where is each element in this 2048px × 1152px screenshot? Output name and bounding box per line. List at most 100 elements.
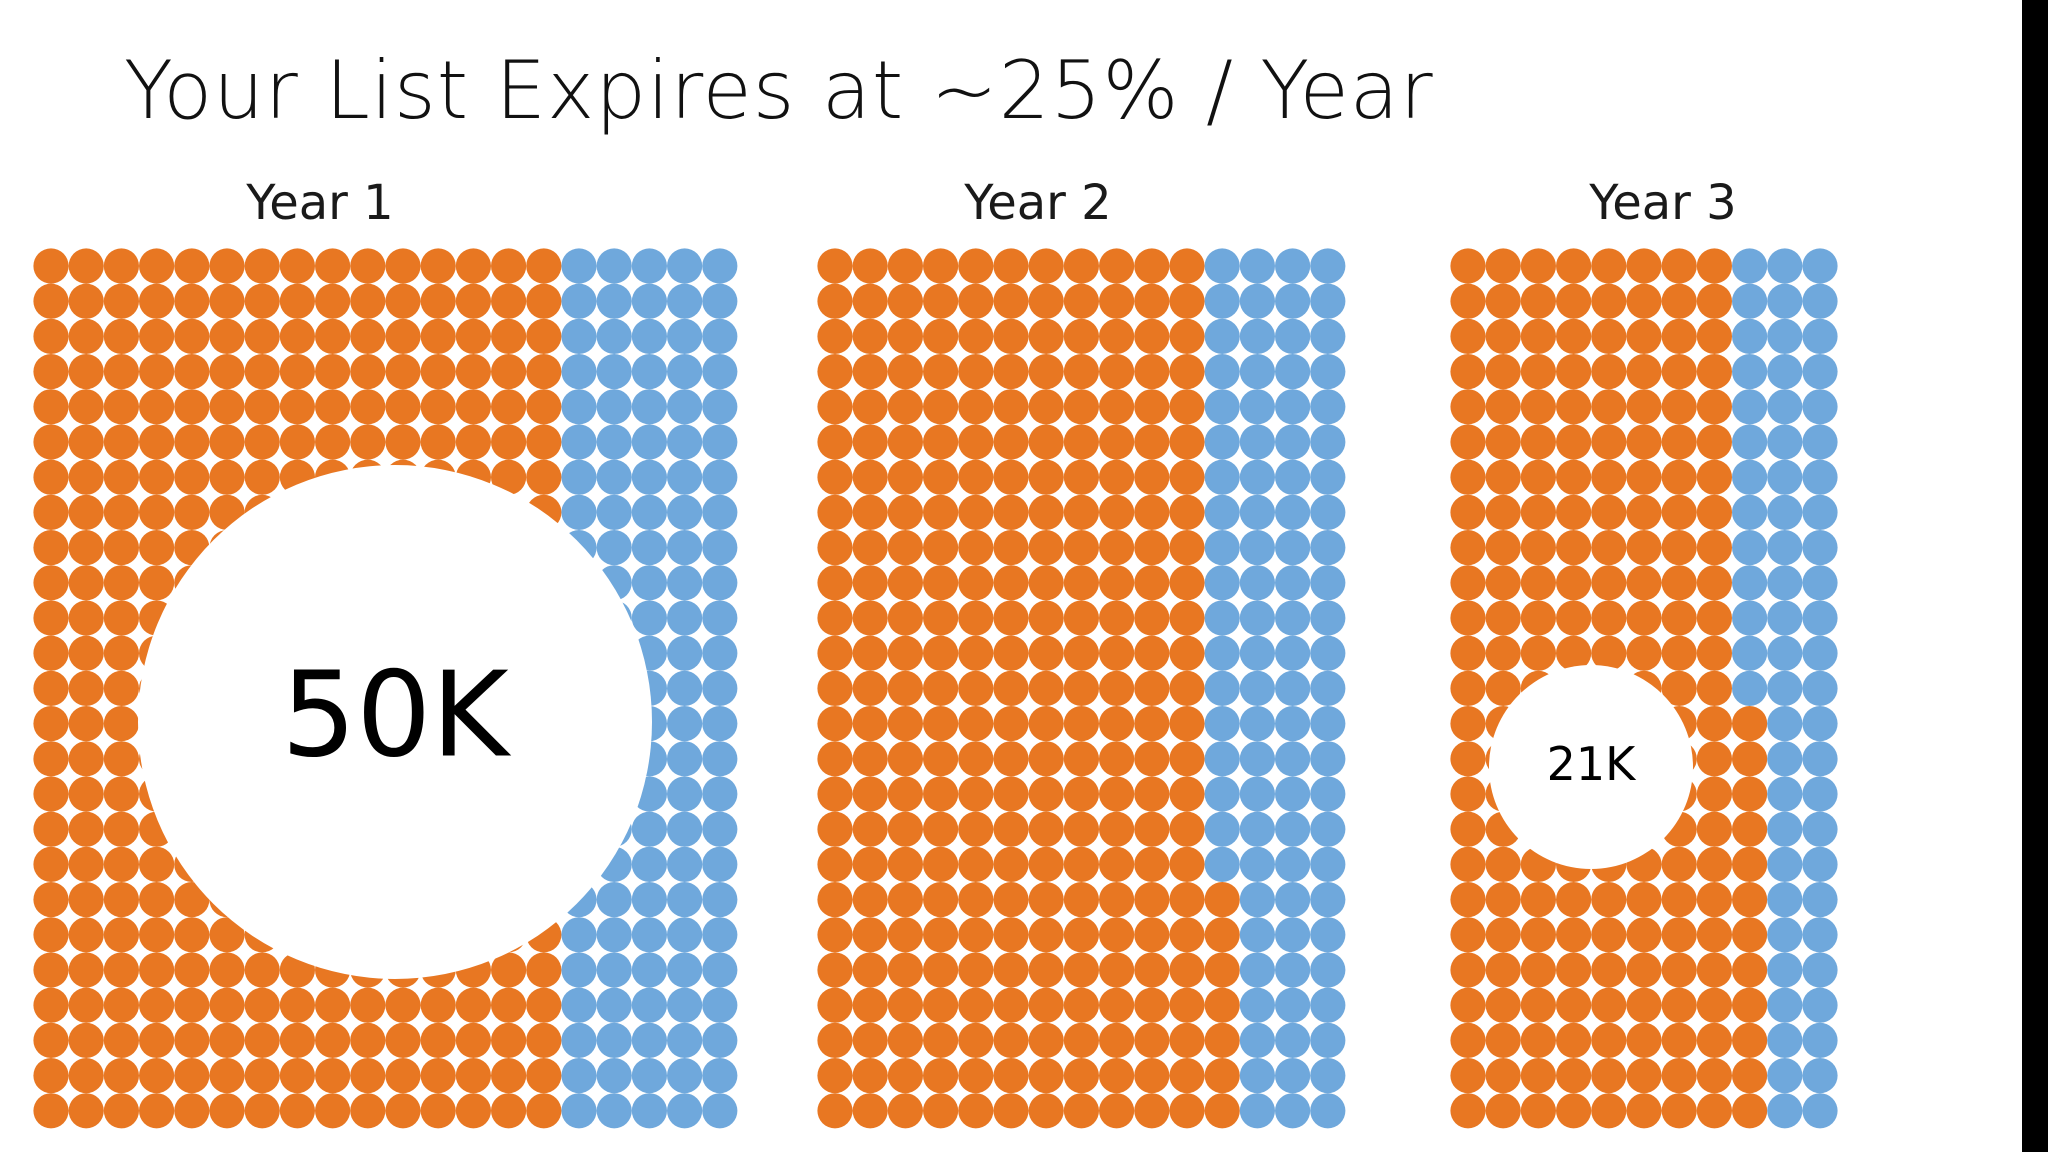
waffle-dot	[993, 952, 1029, 988]
waffle-dot	[1134, 600, 1170, 636]
waffle-dot	[817, 741, 853, 777]
waffle-dot	[958, 987, 994, 1023]
waffle-dot	[887, 354, 924, 390]
waffle-dot	[702, 811, 738, 847]
waffle-dot	[1696, 882, 1732, 918]
waffle-dot	[209, 917, 245, 953]
waffle-dot	[958, 635, 994, 671]
waffle-dot	[1661, 987, 1697, 1023]
waffle-dot	[887, 389, 924, 425]
waffle-dot	[1063, 670, 1099, 707]
waffle-dot	[1591, 565, 1627, 601]
waffle-dot	[702, 1058, 738, 1094]
waffle-dot	[1169, 952, 1205, 988]
waffle-dot	[491, 459, 527, 495]
waffle-dot	[1696, 987, 1732, 1023]
waffle-dot	[887, 987, 924, 1023]
waffle-dot	[702, 424, 738, 460]
waffle-dot	[1591, 318, 1627, 354]
waffle-dot	[561, 987, 597, 1023]
waffle-dot	[887, 530, 924, 566]
waffle-dot	[1099, 318, 1135, 354]
waffle-dot	[1204, 846, 1240, 883]
waffle-dot	[1485, 670, 1521, 707]
waffle-dot	[958, 706, 994, 742]
waffle-dot	[1275, 846, 1311, 883]
waffle-dot	[385, 1058, 421, 1094]
waffle-dot	[702, 459, 738, 495]
waffle-dot	[1767, 389, 1803, 425]
waffle-dot	[68, 318, 104, 354]
waffle-dot	[244, 318, 280, 354]
waffle-dot	[561, 389, 597, 425]
waffle-dot	[631, 987, 668, 1023]
waffle-dot	[1520, 600, 1556, 636]
waffle-dot	[1661, 318, 1697, 354]
waffle-dot	[817, 389, 853, 425]
waffle-dot	[1802, 846, 1838, 883]
waffle-dot	[1275, 987, 1311, 1023]
waffle-dot	[1239, 846, 1275, 883]
waffle-dot	[68, 389, 104, 425]
waffle-dot	[1767, 1093, 1803, 1129]
waffle-dot	[1169, 811, 1205, 847]
waffle-dot	[103, 424, 139, 460]
waffle-dot	[1239, 248, 1275, 284]
waffle-dot	[667, 987, 703, 1023]
waffle-dot	[1239, 811, 1275, 847]
waffle-dot	[174, 494, 210, 530]
waffle-dot	[1732, 283, 1768, 319]
waffle-dot	[1169, 283, 1205, 319]
waffle-dot	[1134, 494, 1170, 530]
waffle-dot	[1450, 987, 1486, 1023]
waffle-dot	[1028, 248, 1064, 284]
waffle-dot	[139, 1093, 175, 1129]
waffle-dot	[817, 283, 853, 319]
waffle-dot	[1099, 389, 1135, 425]
waffle-dot	[1626, 530, 1662, 566]
waffle-dot	[923, 635, 959, 671]
waffle-dot	[1626, 248, 1662, 284]
waffle-dot	[923, 987, 959, 1023]
waffle-dot	[1520, 917, 1556, 953]
waffle-dot	[702, 917, 738, 953]
waffle-dot	[1204, 917, 1240, 953]
waffle-dot	[491, 952, 527, 988]
waffle-dot	[1099, 283, 1135, 319]
waffle-dot	[852, 987, 888, 1023]
waffle-dot	[702, 776, 738, 812]
waffle-dot	[279, 318, 315, 354]
waffle-dot	[1696, 706, 1732, 742]
waffle-dot	[1063, 389, 1099, 425]
waffle-dot	[1802, 600, 1838, 636]
waffle-dot	[817, 987, 853, 1023]
waffle-dot	[817, 776, 853, 812]
waffle-dot	[1275, 1093, 1311, 1129]
waffle-dot	[1696, 318, 1732, 354]
waffle-dot	[1591, 1093, 1627, 1129]
waffle-dot	[1099, 1058, 1135, 1094]
waffle-dot	[1099, 494, 1135, 530]
waffle-dot	[887, 670, 924, 707]
waffle-dot	[702, 283, 738, 319]
waffle-dot	[1696, 1093, 1732, 1129]
waffle-dot	[174, 283, 210, 319]
waffle-dot	[1310, 494, 1346, 530]
waffle-dot	[139, 318, 175, 354]
waffle-dot	[958, 248, 994, 284]
waffle-dot	[1275, 1022, 1311, 1058]
waffle-dot	[1310, 706, 1346, 742]
waffle-dot	[852, 635, 888, 671]
waffle-dot	[1661, 494, 1697, 530]
waffle-dot	[526, 987, 562, 1023]
waffle-dot	[631, 459, 668, 495]
waffle-dot	[526, 318, 562, 354]
waffle-dot	[1591, 494, 1627, 530]
waffle-dot	[68, 530, 104, 566]
waffle-dot	[68, 600, 104, 636]
waffle-dot	[958, 354, 994, 390]
waffle-dot	[852, 846, 888, 883]
waffle-dot	[1028, 424, 1064, 460]
waffle-dot	[1028, 811, 1064, 847]
waffle-dot	[1626, 600, 1662, 636]
